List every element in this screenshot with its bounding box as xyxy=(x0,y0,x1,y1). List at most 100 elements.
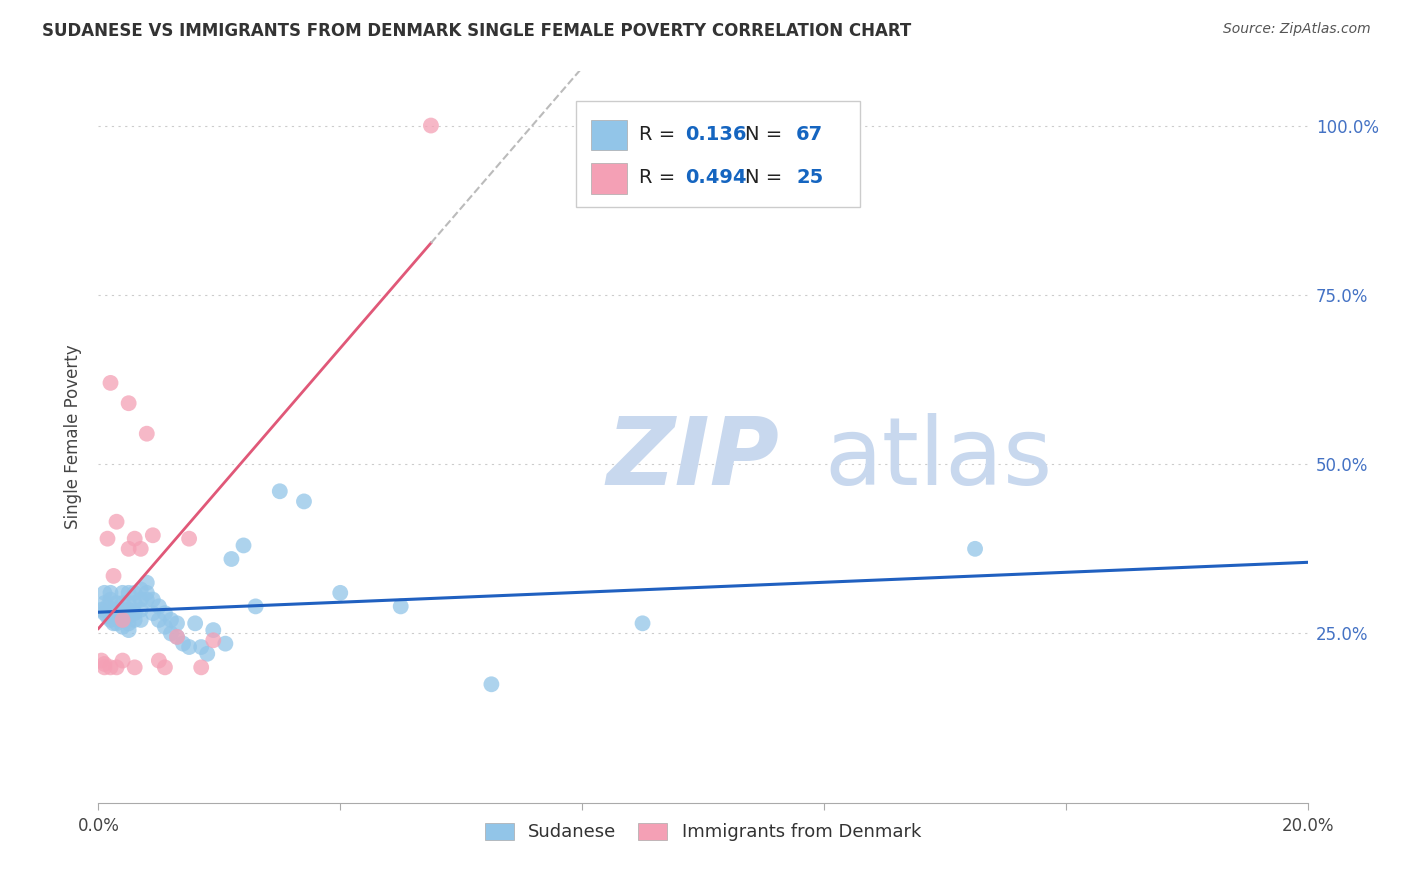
Point xyxy=(153,660,176,674)
Point xyxy=(184,616,207,631)
Point xyxy=(100,592,122,607)
Point xyxy=(160,626,183,640)
Point xyxy=(111,606,134,620)
Point xyxy=(100,660,122,674)
Y-axis label: Single Female Poverty: Single Female Poverty xyxy=(65,345,83,529)
Text: atlas: atlas xyxy=(824,413,1052,505)
Point xyxy=(195,647,218,661)
Point xyxy=(631,616,654,631)
Point xyxy=(129,541,152,556)
Point xyxy=(135,426,157,441)
Point xyxy=(111,613,134,627)
Point xyxy=(118,623,141,637)
Point xyxy=(148,613,170,627)
Point xyxy=(389,599,412,614)
Point xyxy=(124,613,146,627)
Point xyxy=(105,660,128,674)
Point xyxy=(108,613,131,627)
Point xyxy=(135,586,157,600)
Point xyxy=(96,532,118,546)
Point xyxy=(142,592,165,607)
Point xyxy=(129,603,152,617)
Point xyxy=(100,586,122,600)
Point xyxy=(148,599,170,614)
Point xyxy=(118,586,141,600)
Point xyxy=(190,660,212,674)
Point xyxy=(202,623,225,637)
Point xyxy=(108,606,131,620)
Point xyxy=(93,660,115,674)
Point xyxy=(221,552,243,566)
Text: 0.136: 0.136 xyxy=(685,126,747,145)
Text: R =: R = xyxy=(638,126,682,145)
Point xyxy=(118,541,141,556)
Point xyxy=(118,396,141,410)
Point xyxy=(90,603,112,617)
FancyBboxPatch shape xyxy=(576,101,860,207)
Point xyxy=(129,582,152,597)
Point xyxy=(172,637,194,651)
Point xyxy=(105,515,128,529)
Point xyxy=(118,596,141,610)
Point xyxy=(965,541,987,556)
Text: R =: R = xyxy=(638,168,682,187)
Point xyxy=(118,603,141,617)
Point xyxy=(111,586,134,600)
Point xyxy=(160,613,183,627)
Point xyxy=(153,606,176,620)
Point xyxy=(96,599,118,614)
Point xyxy=(111,596,134,610)
Point xyxy=(103,569,125,583)
Text: Source: ZipAtlas.com: Source: ZipAtlas.com xyxy=(1223,22,1371,37)
Point xyxy=(111,654,134,668)
Point xyxy=(103,616,125,631)
Point xyxy=(292,494,315,508)
Point xyxy=(93,606,115,620)
Point xyxy=(105,596,128,610)
Point xyxy=(148,654,170,668)
Point xyxy=(420,119,443,133)
Point xyxy=(142,528,165,542)
Point xyxy=(135,575,157,590)
Point xyxy=(111,613,134,627)
Point xyxy=(245,599,267,614)
Point xyxy=(105,616,128,631)
FancyBboxPatch shape xyxy=(591,163,627,194)
Point xyxy=(118,609,141,624)
Point xyxy=(124,532,146,546)
Point xyxy=(100,606,122,620)
Point xyxy=(129,592,152,607)
Text: N =: N = xyxy=(745,168,789,187)
Point xyxy=(100,376,122,390)
Text: N =: N = xyxy=(745,126,789,145)
Point xyxy=(93,657,115,671)
FancyBboxPatch shape xyxy=(591,120,627,151)
Point xyxy=(179,532,201,546)
Point xyxy=(179,640,201,654)
Text: 67: 67 xyxy=(796,126,824,145)
Point xyxy=(103,609,125,624)
Point xyxy=(232,538,254,552)
Point xyxy=(214,637,236,651)
Point xyxy=(166,616,188,631)
Point xyxy=(105,603,128,617)
Legend: Sudanese, Immigrants from Denmark: Sudanese, Immigrants from Denmark xyxy=(478,815,928,848)
Point xyxy=(190,640,212,654)
Point xyxy=(329,586,352,600)
Point xyxy=(118,616,141,631)
Point xyxy=(269,484,291,499)
Text: SUDANESE VS IMMIGRANTS FROM DENMARK SINGLE FEMALE POVERTY CORRELATION CHART: SUDANESE VS IMMIGRANTS FROM DENMARK SING… xyxy=(42,22,911,40)
Point xyxy=(93,586,115,600)
Point xyxy=(135,592,157,607)
Point xyxy=(124,596,146,610)
Point xyxy=(124,606,146,620)
Point xyxy=(90,654,112,668)
Point xyxy=(93,596,115,610)
Point xyxy=(111,620,134,634)
Point xyxy=(129,613,152,627)
Point xyxy=(153,620,176,634)
Point xyxy=(166,630,188,644)
Text: 0.494: 0.494 xyxy=(685,168,747,187)
Point xyxy=(166,630,188,644)
Point xyxy=(202,633,225,648)
